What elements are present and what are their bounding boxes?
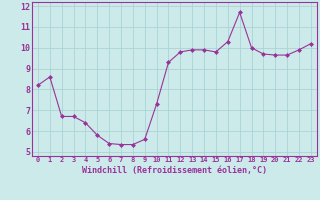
X-axis label: Windchill (Refroidissement éolien,°C): Windchill (Refroidissement éolien,°C) <box>82 166 267 175</box>
